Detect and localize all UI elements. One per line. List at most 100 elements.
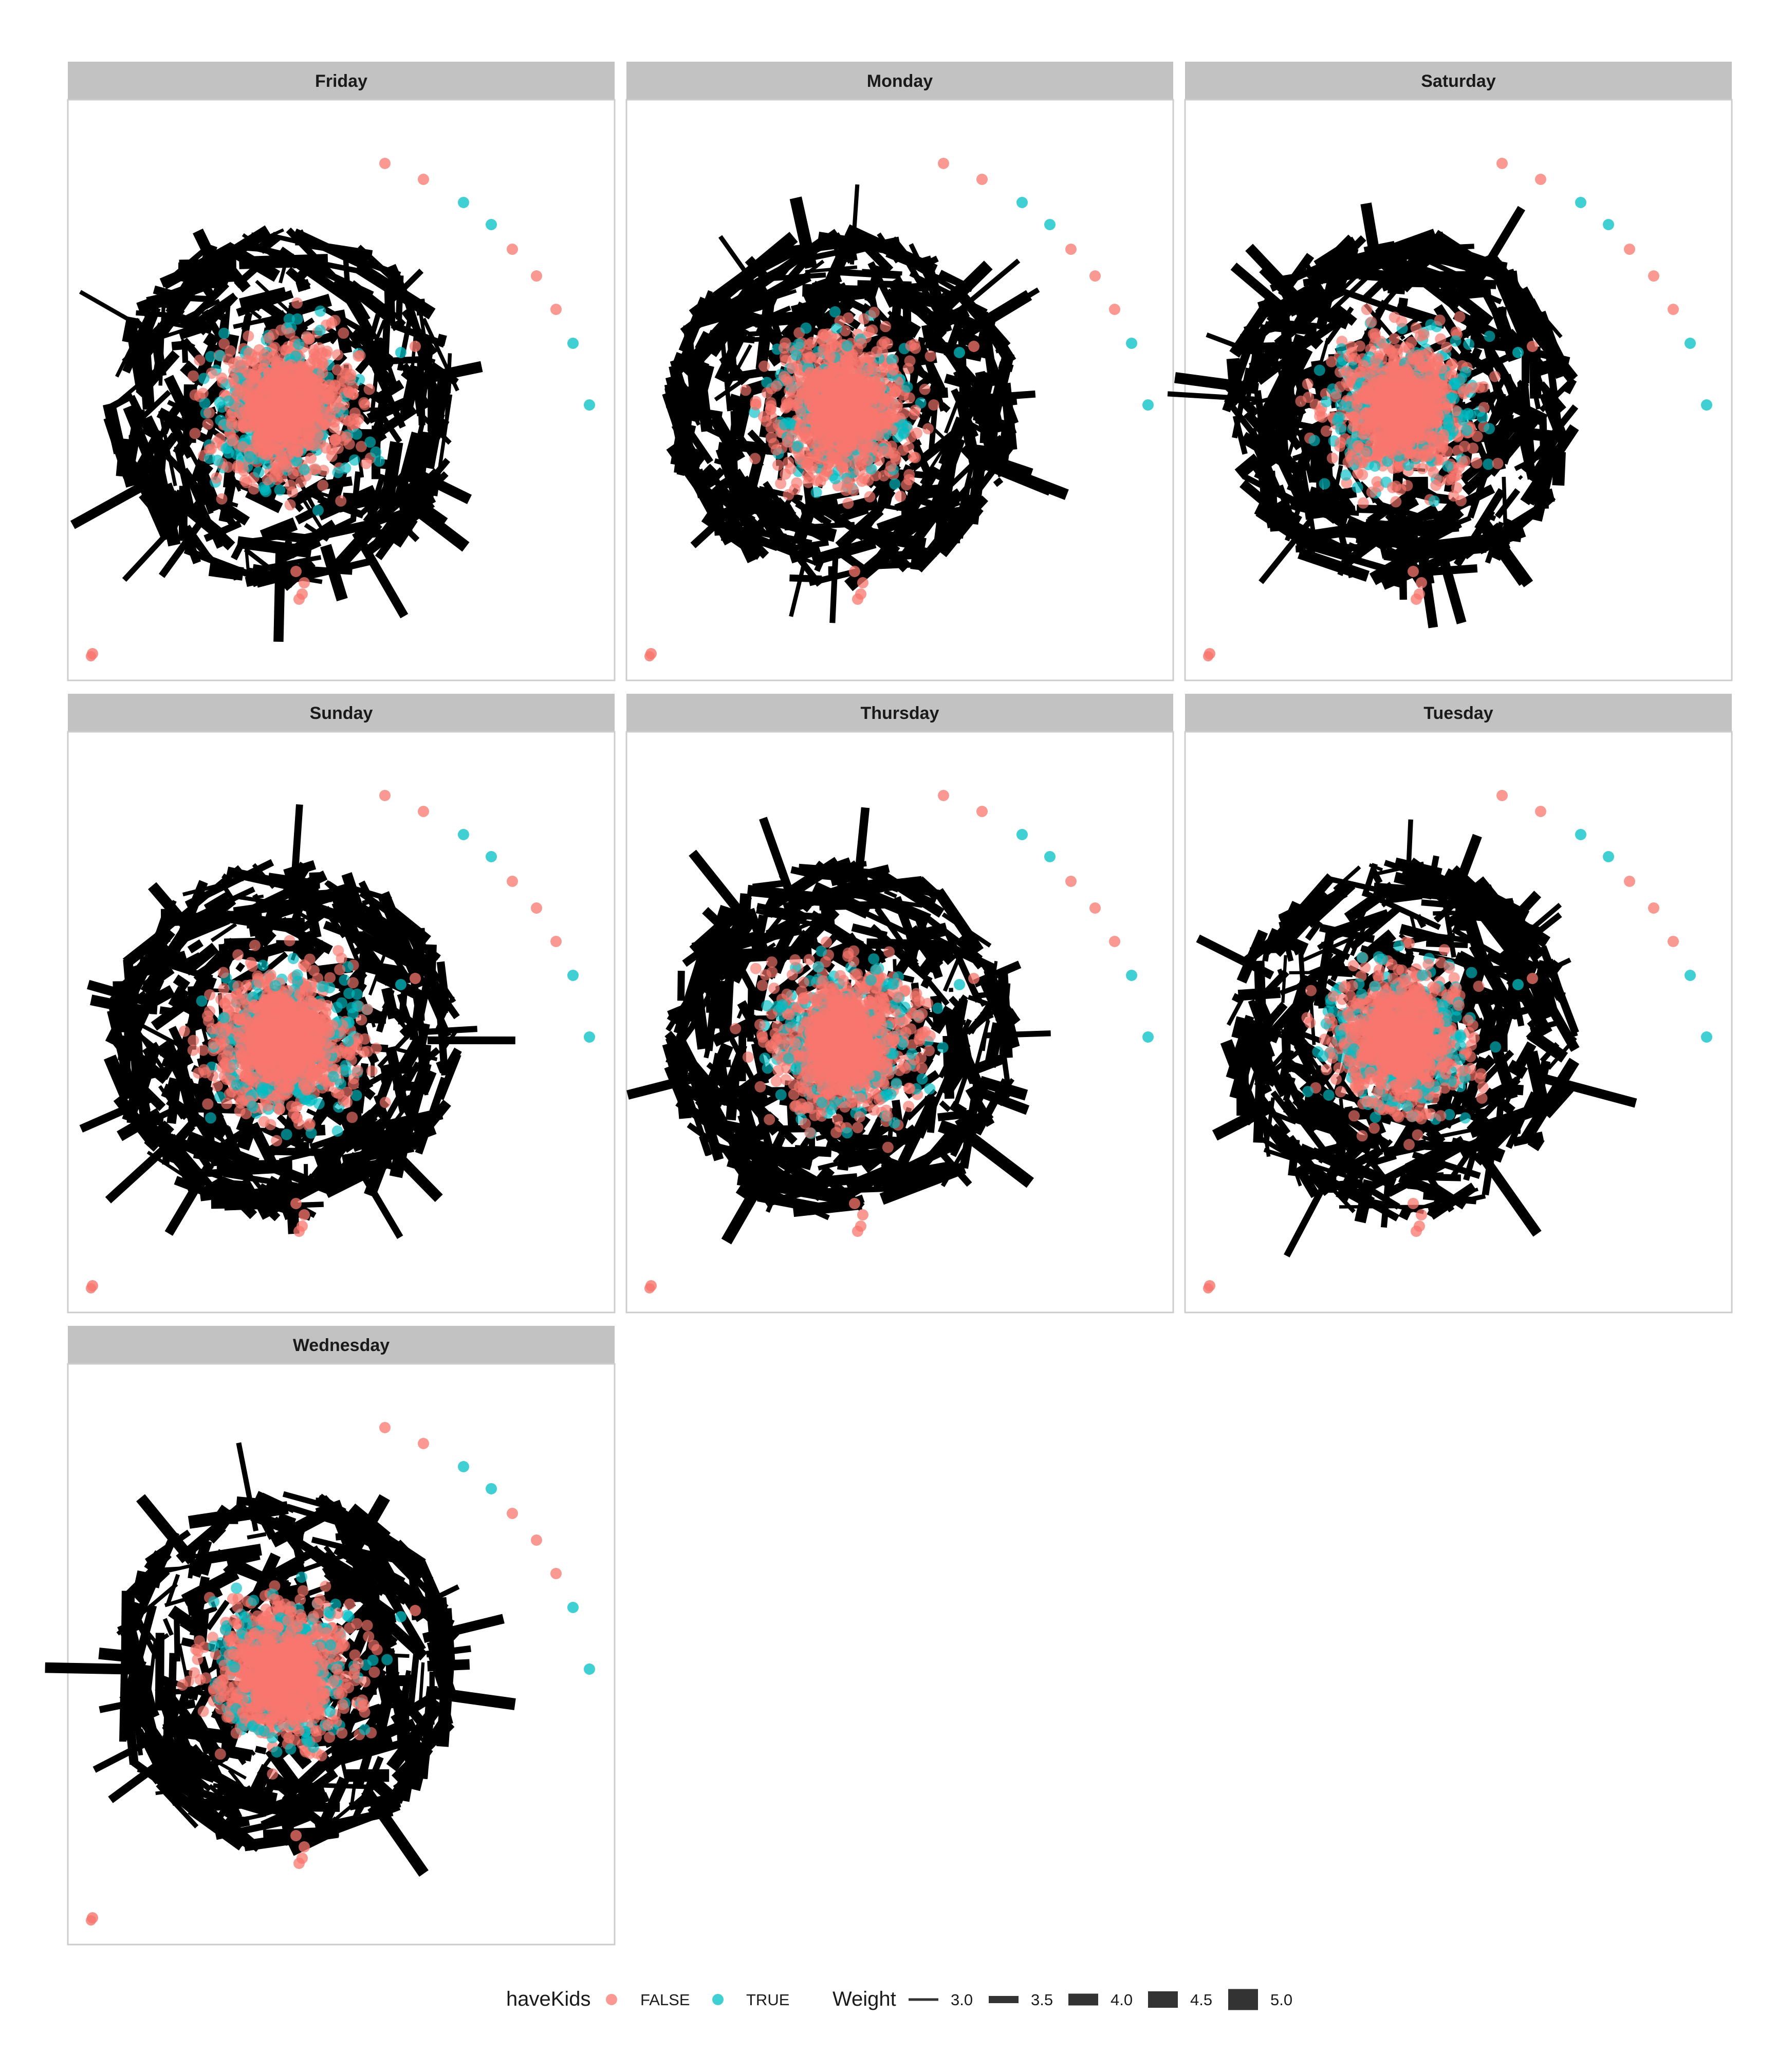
isolated-node-false	[1089, 270, 1101, 282]
edge	[1398, 297, 1409, 310]
node-false	[895, 490, 906, 502]
node-false	[837, 374, 848, 385]
edge	[346, 280, 392, 320]
edge	[985, 390, 1036, 401]
node-false	[821, 466, 832, 477]
node-false	[1467, 442, 1479, 454]
node-false	[968, 341, 979, 352]
node-false	[858, 443, 869, 455]
node-false	[778, 342, 790, 354]
node-false	[291, 373, 303, 384]
node-false	[1467, 382, 1479, 394]
node-false	[919, 383, 931, 395]
node-true	[810, 487, 822, 498]
isolated-node-false	[644, 651, 655, 661]
node-true	[1465, 409, 1477, 421]
node-false	[807, 459, 818, 471]
node-true	[198, 373, 210, 384]
node-true	[274, 484, 286, 496]
edge	[322, 306, 371, 337]
node-false	[267, 351, 279, 362]
edge	[316, 331, 337, 345]
edge	[372, 365, 406, 429]
node-false	[309, 398, 321, 410]
node-false	[1361, 304, 1373, 316]
node-true	[790, 349, 802, 361]
node-false	[284, 327, 295, 339]
node-true	[800, 322, 812, 334]
node-false	[1320, 425, 1332, 437]
node-false	[329, 314, 341, 326]
node-true	[218, 327, 230, 339]
node-false	[910, 404, 921, 416]
node-true	[1459, 366, 1471, 378]
node-false	[287, 468, 299, 480]
node-false	[1357, 497, 1369, 509]
node-false	[335, 430, 347, 442]
node-false	[1345, 341, 1357, 353]
node-false	[1416, 462, 1428, 474]
node-false	[865, 407, 877, 419]
node-false	[410, 341, 421, 352]
isolated-node-true	[1126, 338, 1137, 349]
node-false	[842, 312, 854, 324]
node-true	[283, 313, 295, 325]
node-false	[889, 450, 901, 462]
edge	[727, 394, 742, 412]
edge	[292, 228, 369, 271]
node-false	[331, 349, 343, 361]
node-false	[1396, 316, 1408, 327]
edge	[293, 501, 304, 512]
node-false	[854, 357, 865, 368]
node-false	[905, 340, 917, 351]
node-false	[802, 413, 814, 424]
facet-strip	[68, 62, 615, 100]
node-false	[842, 497, 854, 509]
edge	[394, 490, 470, 552]
node-false	[308, 354, 320, 365]
node-false	[1343, 351, 1355, 363]
node-false	[1387, 482, 1398, 493]
edge	[743, 538, 760, 558]
edge	[829, 551, 839, 623]
edge	[127, 395, 150, 429]
node-false	[858, 313, 870, 325]
edge	[112, 364, 162, 408]
edge	[911, 387, 949, 400]
node-false	[863, 364, 875, 376]
node-true	[761, 377, 773, 388]
node-false	[903, 469, 915, 480]
node-true	[1484, 330, 1495, 342]
node-false	[810, 427, 822, 438]
node-false	[840, 408, 852, 420]
node-false	[284, 404, 295, 415]
node-false	[891, 401, 903, 413]
node-false	[284, 499, 296, 511]
node-false	[1375, 336, 1386, 347]
node-false	[293, 594, 305, 605]
node-false	[772, 459, 784, 471]
node-false	[1434, 314, 1446, 326]
edge	[1535, 357, 1560, 376]
node-false	[817, 328, 829, 340]
facet-panel-monday: Monday	[625, 62, 1174, 681]
node-false	[308, 439, 320, 451]
edge	[122, 511, 188, 582]
node-false	[1414, 330, 1426, 342]
node-true	[901, 381, 913, 393]
node-false	[835, 392, 847, 404]
node-false	[849, 566, 860, 577]
node-false	[246, 374, 257, 386]
node-false	[1442, 474, 1454, 486]
node-false	[1489, 371, 1501, 382]
edge	[395, 275, 404, 320]
edge	[181, 338, 212, 373]
isolated-node-true	[584, 399, 595, 411]
node-true	[1333, 411, 1345, 423]
node-false	[272, 365, 284, 377]
node-true	[1319, 478, 1330, 490]
node-false	[1302, 378, 1313, 390]
edge	[213, 309, 227, 322]
node-false	[228, 373, 239, 385]
node-false	[852, 594, 863, 605]
